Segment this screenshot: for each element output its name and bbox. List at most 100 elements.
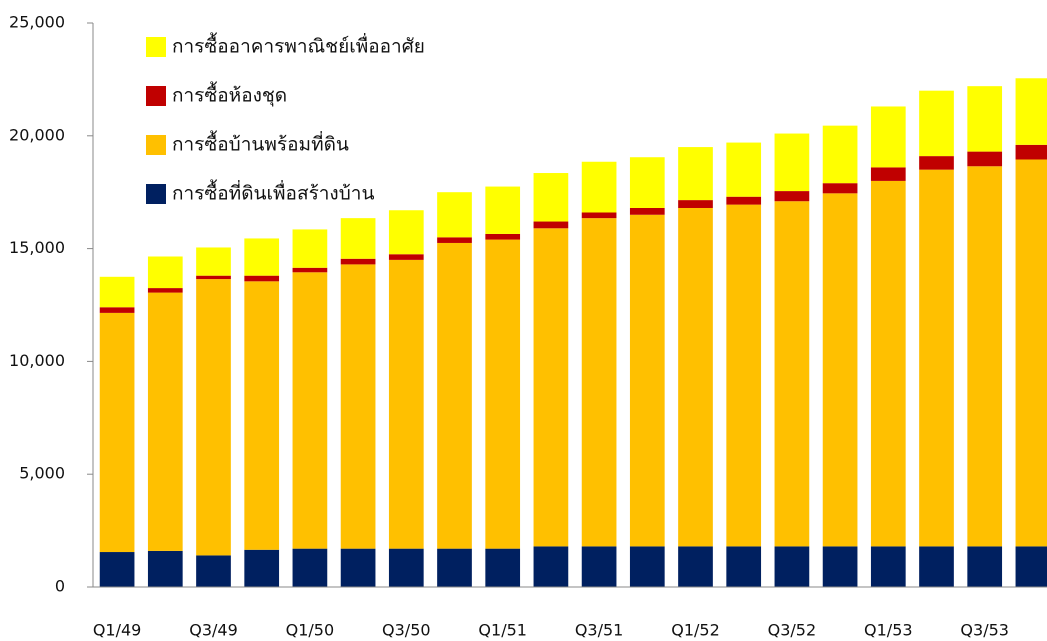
bar-segment [919,156,954,170]
bar-segment [388,259,424,549]
bar-segment [196,279,231,556]
bar-segment [533,173,569,222]
bar-segment [870,180,906,547]
bar-segment [678,546,713,587]
bar-segment [533,546,569,587]
bar-segment [388,210,424,255]
legend-label: การซื้อห้องชุด [172,82,287,108]
bar-segment [147,292,183,551]
y-tick-label: 5,000 [19,464,65,483]
bar-segment [244,549,280,587]
bar-segment [919,90,954,157]
bar-segment [388,548,424,587]
bar-segment [678,147,713,201]
bar-segment [629,207,665,215]
x-tick-label: Q1/53 [864,621,913,640]
bar-segment [629,214,665,547]
bar-segment [533,228,569,547]
bar-segment [1015,144,1047,160]
bar-segment [292,229,328,268]
bar-segment [388,254,424,260]
y-tick-label: 15,000 [9,238,65,257]
bar-segment [581,212,617,219]
bar-segment [1015,546,1047,587]
bar-segment [99,276,135,308]
bar-segment [292,272,328,549]
legend-swatch [146,37,166,57]
bar-segment [196,247,231,276]
x-tick-label: Q3/50 [382,621,431,640]
bar-segment [774,201,810,547]
bar-segment [196,555,231,587]
bar-segment [99,312,135,553]
bar-segment [437,237,472,243]
legend-label: การซื้อบ้านพร้อมที่ดิน [172,131,349,156]
y-tick-label: 0 [55,577,65,596]
bar-segment [1015,159,1047,547]
bar-segment [485,186,521,234]
bar-segment [244,281,280,550]
legend-swatch [146,184,166,204]
bar-segment [678,207,713,547]
bar-segment [726,546,762,587]
bar-segment [340,258,376,265]
bar-segment [437,192,472,238]
bar-segment [774,546,810,587]
bar-segment [196,275,231,280]
x-tick-label: Q1/49 [93,621,142,640]
bar-segment [99,552,135,587]
bar-segment [870,106,906,168]
bar-segment [919,169,954,547]
bar-segment [340,548,376,587]
bar-segment [822,125,858,184]
bar-segment [726,142,762,197]
bar-segment [919,546,954,587]
bar-segment [581,546,617,587]
bar-segment [581,161,617,213]
y-tick-label: 25,000 [9,13,65,32]
y-tick-label: 20,000 [9,125,65,144]
bar-segment [726,196,762,205]
y-tick-label: 10,000 [9,351,65,370]
x-tick-label: Q1/51 [478,621,527,640]
bar-segment [822,193,858,547]
bar-segment [967,166,1003,547]
bar-segment [581,218,617,547]
bar-segment [774,191,810,202]
x-tick-label: Q1/50 [286,621,335,640]
x-tick-label: Q3/49 [189,621,238,640]
bar-segment [629,157,665,208]
bar-segment [967,546,1003,587]
bar-segment [147,550,183,587]
bar-segment [533,221,569,229]
bar-segment [147,256,183,289]
bar-segment [244,238,280,276]
x-tick-label: Q3/53 [960,621,1009,640]
bar-segment [340,264,376,549]
legend-swatch [146,86,166,106]
bar-segment [292,548,328,587]
bar-segment [340,218,376,259]
legend-label: การซื้ออาคารพาณิชย์เพื่ออาศัย [172,33,425,58]
bar-segment [292,267,328,273]
legend-swatch [146,135,166,155]
bar-segment [726,204,762,547]
bar-segment [437,242,472,549]
bar-segment [485,548,521,587]
bar-segment [774,133,810,192]
legend-label: การซื้อที่ดินเพื่อสร้างบ้าน [172,180,374,205]
bar-segment [485,239,521,549]
bar-segment [99,307,135,313]
x-tick-label: Q3/51 [575,621,624,640]
bar-segment [244,275,280,282]
bar-segment [822,546,858,587]
bar-segment [822,183,858,194]
bar-segment [678,200,713,208]
bar-segment [967,86,1003,152]
bar-segment [1015,78,1047,145]
bar-segment [485,233,521,240]
bar-segment [437,548,472,587]
bar-segment [629,546,665,587]
